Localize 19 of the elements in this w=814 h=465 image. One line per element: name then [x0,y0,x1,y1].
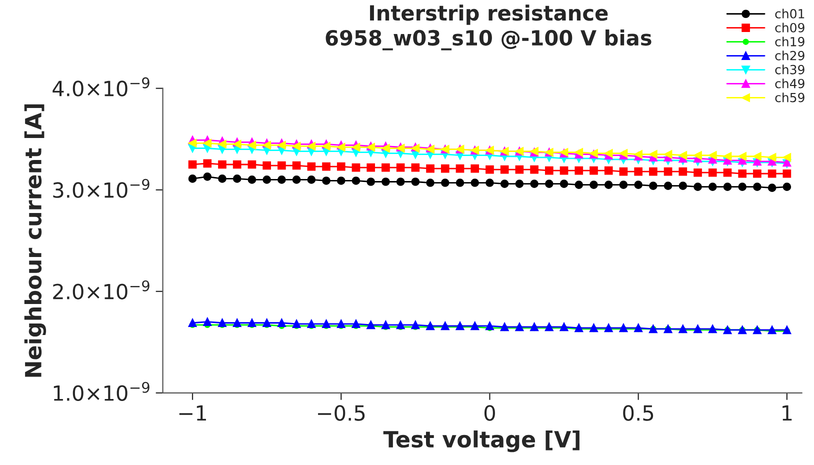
y-tick-label: 2.0×10$^{−9}$ [53,280,150,300]
legend-label: ch29 [775,50,804,60]
legend-label: ch01 [775,8,804,18]
x-tick-label: −1 [179,405,206,421]
y-tick-label: 3.0×10$^{−9}$ [53,178,150,198]
y-tick-label: 1.0×10$^{−9}$ [54,382,150,401]
chart-title: Interstrip resistance 6958_w03_s10 @-100 V bias [326,4,652,50]
x-tick-label: −0.5 [318,405,365,421]
legend-label: ch19 [775,36,804,46]
x-axis-title: Test voltage [V] [383,430,580,452]
legend-label: ch49 [775,78,804,88]
x-tick-label: 1 [782,405,792,421]
legend-label: ch39 [775,64,804,74]
y-tick-label: 4.0×10$^{−9}$ [52,77,150,96]
legend-label: ch59 [775,92,804,102]
legend-label: ch09 [775,22,804,32]
y-axis-title: Neighbour current [A] [24,104,46,377]
x-tick-label: 0.5 [623,405,654,421]
x-tick-label: 0 [484,405,495,421]
